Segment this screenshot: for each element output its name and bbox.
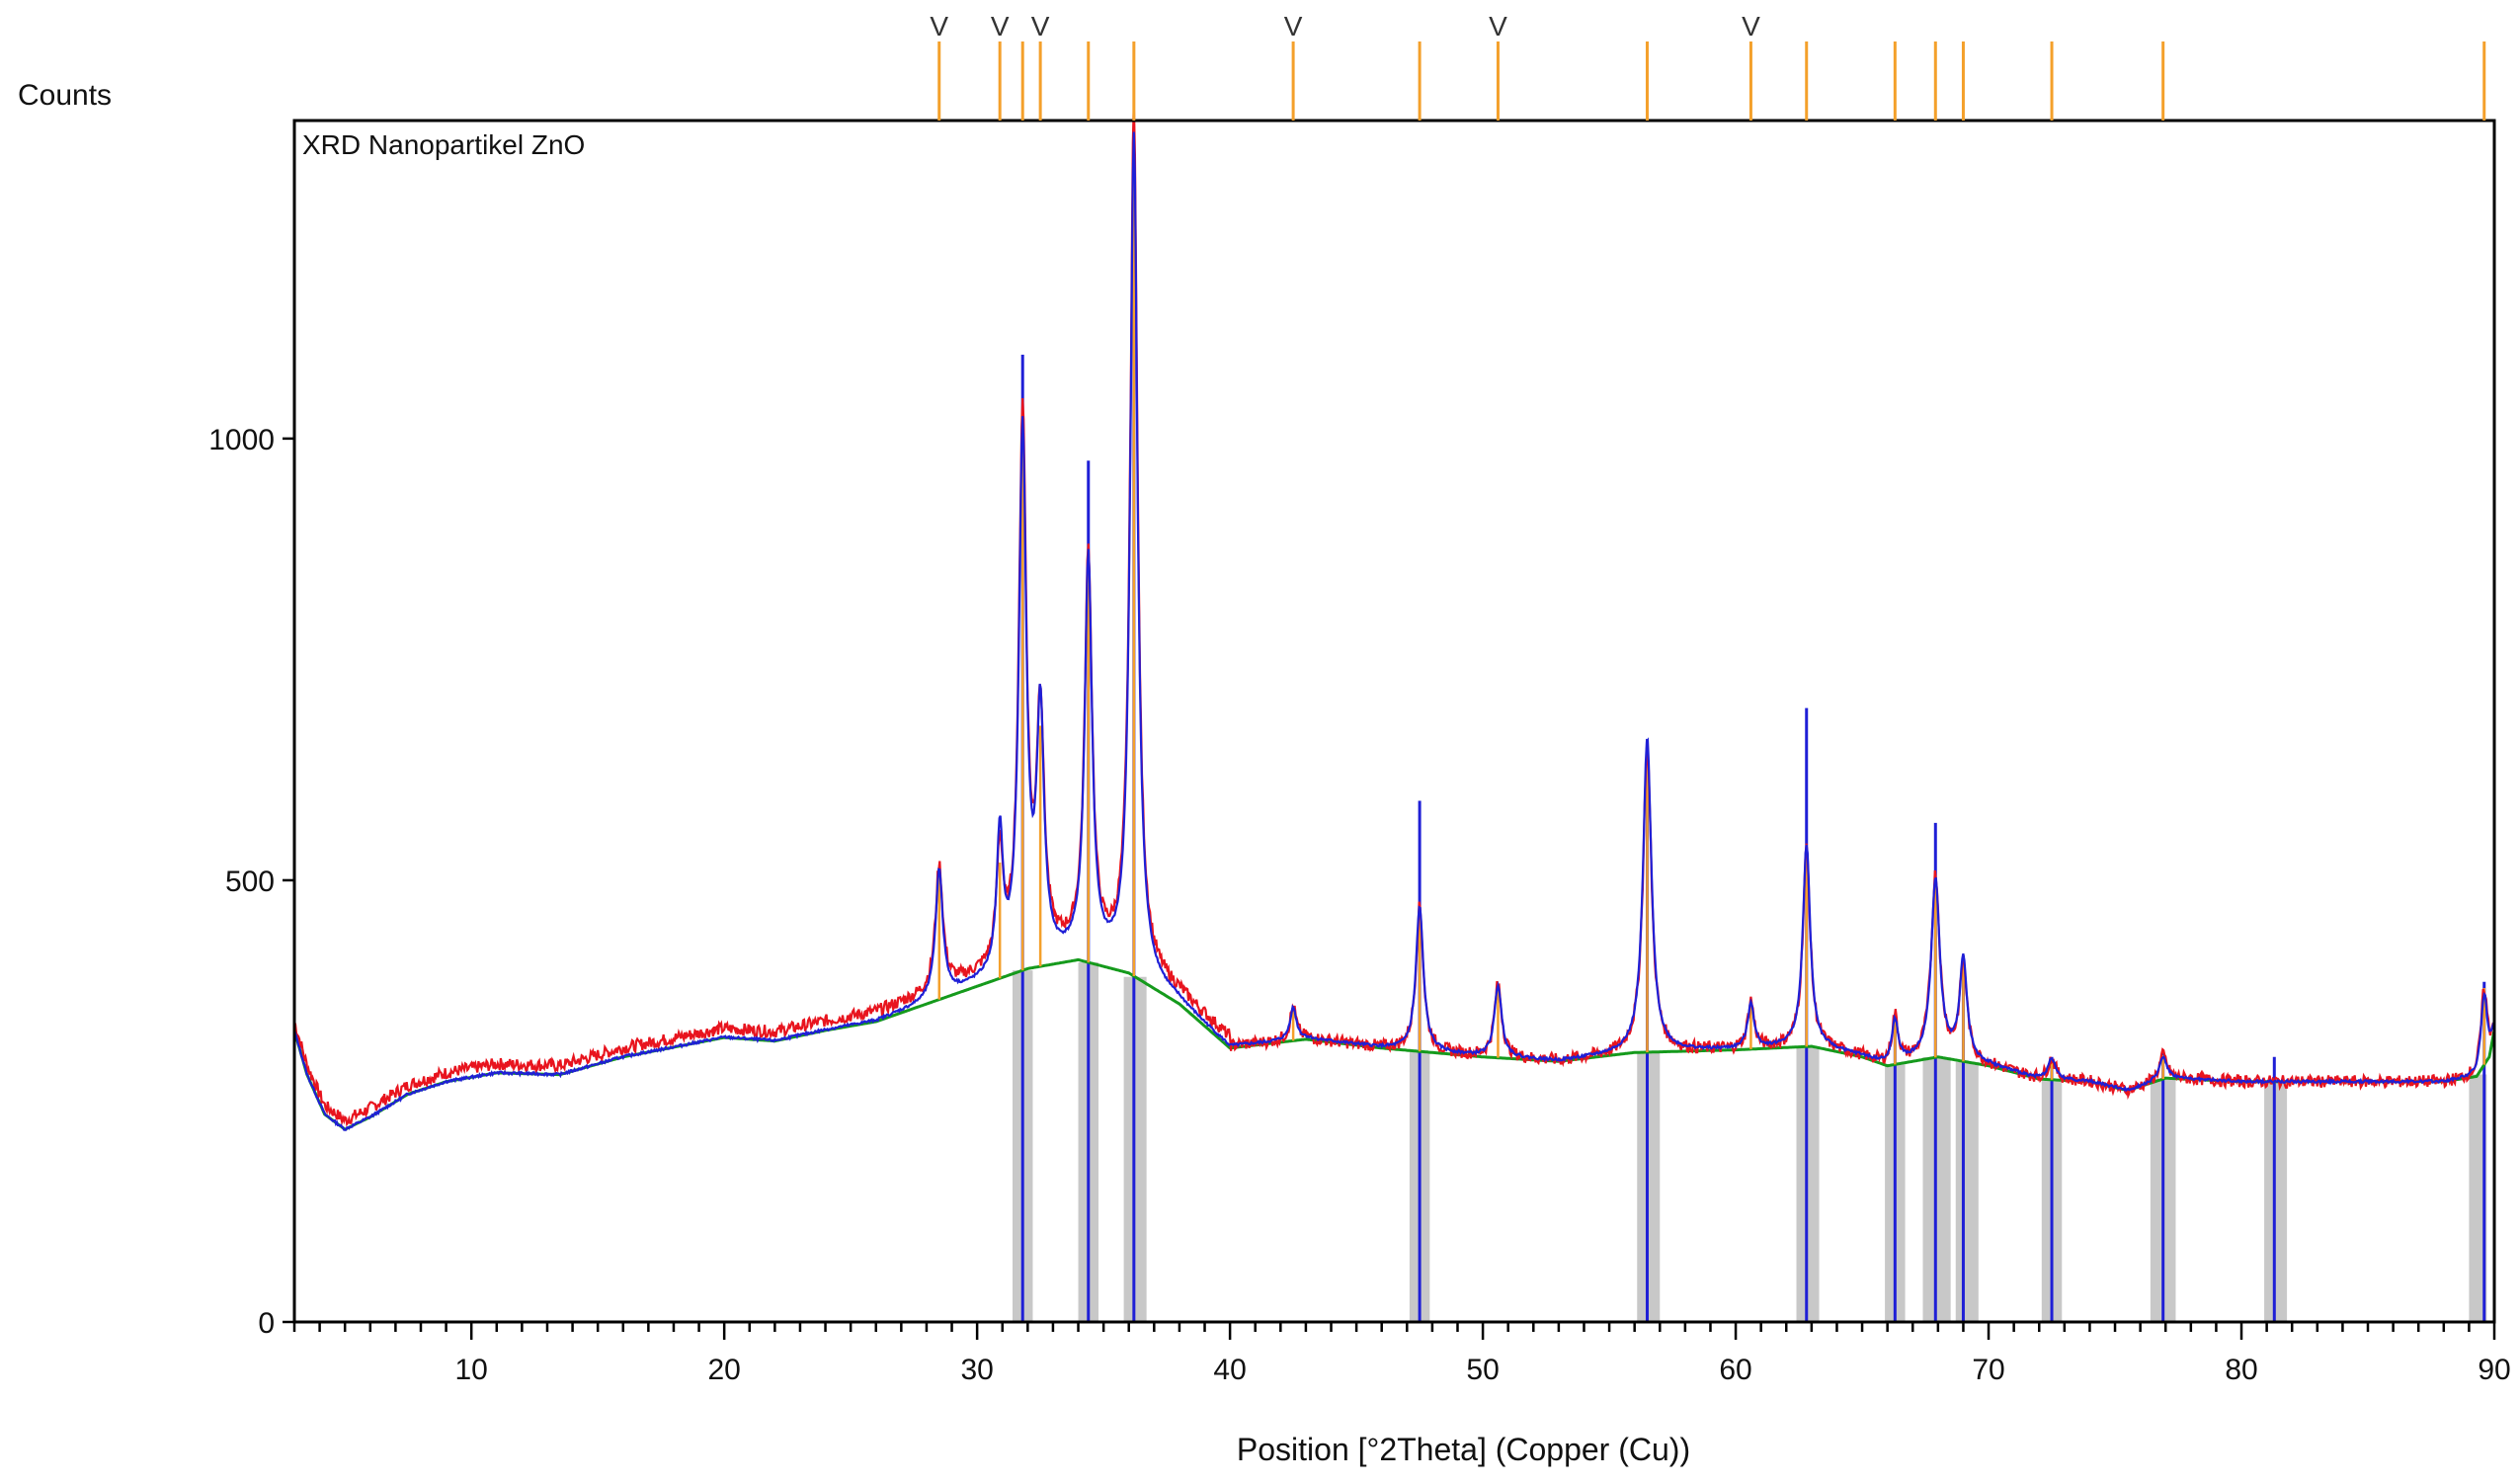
x-tick-label: 60	[1719, 1354, 1751, 1386]
plot-frame	[292, 119, 2496, 1324]
v-marker: V	[930, 11, 948, 41]
v-marker: V	[1031, 11, 1050, 41]
x-tick-label: 90	[2478, 1354, 2510, 1386]
x-tick-label: 70	[1972, 1354, 2004, 1386]
x-axis-label: Position [°2Theta] (Copper (Cu))	[1237, 1432, 1690, 1467]
x-axis-ticks: 10 20 30 40 50 60 70 80 90	[292, 1322, 2511, 1386]
y-tick-label: 1000	[208, 424, 275, 456]
peak-band	[1955, 1061, 1979, 1322]
observed-pattern	[292, 104, 2496, 1127]
y-tick-label: 0	[258, 1307, 275, 1340]
x-tick-label: 50	[1466, 1354, 1499, 1386]
v-marker: V	[1284, 11, 1303, 41]
v-marker: V	[1489, 11, 1507, 41]
v-marker: V	[991, 11, 1010, 41]
v-marker: V	[1742, 11, 1760, 41]
y-axis-label: Counts	[18, 79, 112, 112]
y-axis-ticks: 0 500 1000	[208, 424, 294, 1340]
y-tick-label: 500	[225, 866, 275, 898]
peak-band	[2469, 1074, 2487, 1322]
chart-title: XRD Nanopartikel ZnO	[302, 129, 585, 160]
x-tick-label: 10	[454, 1354, 487, 1386]
x-tick-label: 80	[2225, 1354, 2257, 1386]
peak-position-lines	[937, 121, 2486, 1080]
x-tick-label: 30	[960, 1354, 993, 1386]
x-tick-label: 40	[1213, 1354, 1246, 1386]
x-tick-label: 20	[707, 1354, 740, 1386]
calculated-pattern	[292, 131, 2496, 1131]
